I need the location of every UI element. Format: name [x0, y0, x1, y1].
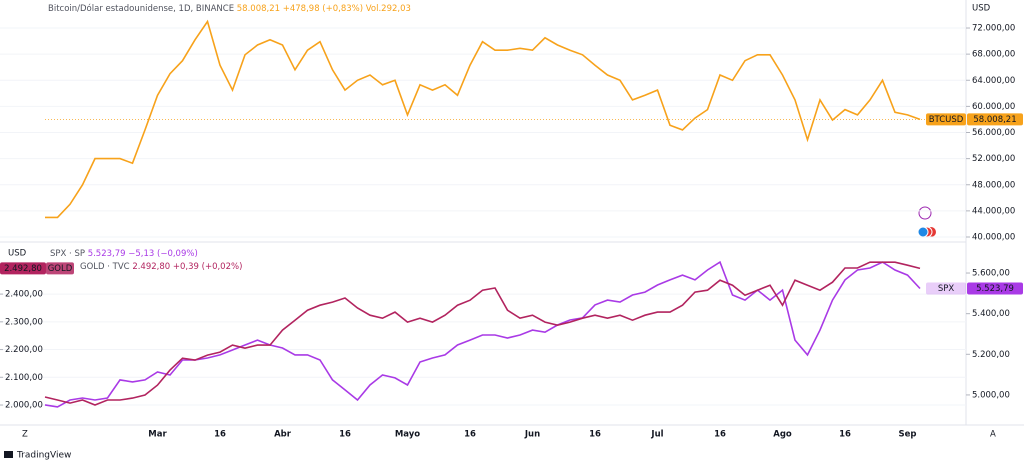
series-line: [44, 261, 921, 406]
y-tick-label: 44.000,00: [972, 206, 1015, 216]
price-tag: [967, 113, 1023, 126]
y-tick-label: 72.000,00: [972, 24, 1015, 34]
name-tag: [926, 113, 966, 126]
y-unit: USD: [972, 4, 991, 14]
top-volume: Vol.292,03: [366, 4, 411, 14]
top-title: Bitcoin/Dólar estadounidense, 1D, BINANC…: [48, 3, 234, 14]
price-tag-label: 5.523,79: [976, 284, 1014, 294]
name-tag-label: GOLD: [48, 264, 73, 274]
name-tag-label: BTCUSD: [929, 115, 964, 125]
name-tag-label: SPX: [938, 284, 955, 294]
y-unit-bottom: USD: [8, 249, 27, 259]
brand: TradingView: [16, 451, 71, 461]
x-tick-label: 16: [214, 430, 226, 440]
y-tick-label: 68.000,00: [972, 50, 1015, 60]
x-tick-label: Mayo: [395, 430, 420, 440]
y-tick-label: 40.000,00: [972, 232, 1015, 242]
y-tick-label: 2.200,00: [5, 345, 43, 355]
x-tick-label: 16: [464, 430, 476, 440]
y-tick-label: 5.400,00: [972, 309, 1010, 319]
x-tick-label: Mar: [148, 430, 167, 440]
y-tick-label: 64.000,00: [972, 76, 1015, 86]
spx-legend: SPX · SP 5.523,79 −5,13 (−0,09%): [50, 249, 198, 259]
x-tick-label: 16: [714, 430, 726, 440]
icon[interactable]: [917, 226, 929, 238]
gold-title: GOLD · TVC: [80, 262, 130, 272]
logo: [4, 451, 13, 458]
x-tick-label: Jul: [650, 430, 663, 440]
icon[interactable]: [918, 206, 932, 220]
spx-title: SPX · SP: [50, 249, 85, 259]
top-last: 58.008,21: [237, 4, 280, 14]
axis-button[interactable]: A: [990, 430, 996, 440]
name-tag: [926, 282, 966, 295]
price-tag: [967, 282, 1023, 295]
price-tag: [0, 262, 46, 275]
x-tick-label: Sep: [899, 430, 917, 440]
series-line: [45, 19, 921, 219]
spx-change: −5,13 (−0,09%): [128, 249, 198, 259]
x-tick-label: Ago: [773, 430, 792, 440]
x-tick-label: 16: [839, 430, 851, 440]
name-tag: [46, 262, 74, 275]
x-tick-label: Abr: [274, 430, 292, 440]
y-tick-label: 5.000,00: [972, 390, 1010, 400]
axis-button[interactable]: Z: [22, 430, 28, 440]
price-tag-label: 2.492,80: [4, 264, 42, 274]
y-tick-label: 60.000,00: [972, 102, 1015, 112]
x-tick-label: Jun: [524, 430, 540, 440]
gold-legend: GOLD · TVC 2.492,80 +0,39 (+0,02%): [80, 262, 242, 272]
y-tick-label: 2.100,00: [5, 373, 43, 383]
y-tick-label: 5.200,00: [972, 350, 1010, 360]
x-tick-label: 16: [339, 430, 351, 440]
top-change: +478,98 (+0,83%): [283, 4, 363, 14]
y-tick-label: 2.000,00: [5, 401, 43, 411]
price-tag-label: 58.008,21: [973, 115, 1016, 125]
gold-change: +0,39 (+0,02%): [173, 262, 243, 272]
x-tick-label: 16: [589, 430, 601, 440]
top-header: Bitcoin/Dólar estadounidense, 1D, BINANC…: [48, 3, 411, 14]
y-tick-label: 56.000,00: [972, 128, 1015, 138]
y-tick-label: 2.300,00: [5, 317, 43, 327]
y-tick-label: 2.400,00: [5, 290, 43, 300]
spx-last: 5.523,79: [88, 249, 126, 259]
gold-last: 2.492,80: [132, 262, 170, 272]
y-tick-label: 48.000,00: [972, 180, 1015, 190]
y-tick-label: 52.000,00: [972, 154, 1015, 164]
y-tick-label: 5.600,00: [972, 269, 1010, 279]
